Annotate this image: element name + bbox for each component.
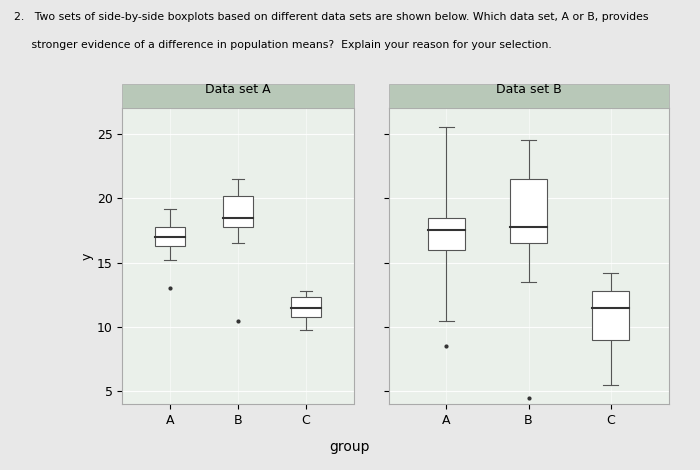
Y-axis label: y: y [81,252,94,260]
Text: group: group [330,440,370,454]
Text: 2.   Two sets of side-by-side boxplots based on different data sets are shown be: 2. Two sets of side-by-side boxplots bas… [14,12,648,22]
FancyBboxPatch shape [122,85,354,108]
Text: Data set B: Data set B [496,83,561,96]
Bar [223,196,253,227]
Bar [290,298,321,317]
Bar [155,227,186,246]
Bar [592,291,629,340]
Text: Data set A: Data set A [205,83,271,96]
Text: stronger evidence of a difference in population means?  Explain your reason for : stronger evidence of a difference in pop… [14,40,552,50]
Bar [510,179,547,243]
FancyBboxPatch shape [389,85,668,108]
Bar [428,218,465,250]
